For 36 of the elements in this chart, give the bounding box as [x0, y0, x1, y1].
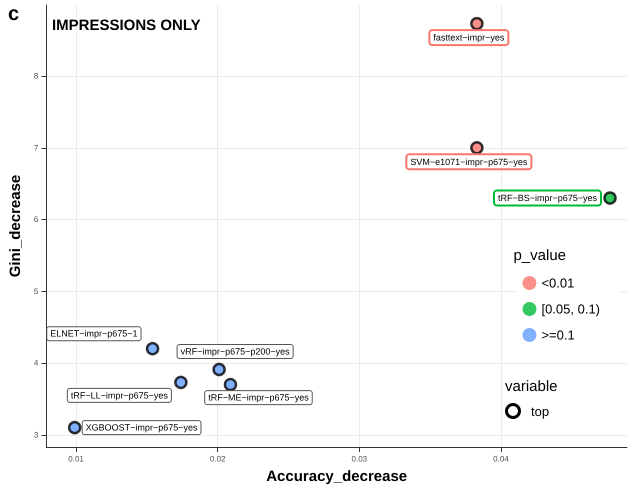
x-tick-label: 0.02	[210, 454, 226, 464]
legend-label: [0.05, 0.1)	[541, 302, 600, 316]
legend-title: p_value	[513, 247, 566, 264]
point	[603, 191, 617, 205]
legend-label: >=0.1	[541, 328, 575, 342]
annotation: top	[531, 404, 550, 418]
point	[212, 362, 226, 376]
text: c	[8, 3, 20, 25]
y-axis-title: Gini_decrease	[7, 174, 24, 278]
annotation: tRF−BS−impr−p675−yes	[498, 193, 598, 204]
legend-label: <0.01	[541, 276, 574, 290]
x-tick-label: 0.01	[68, 454, 84, 464]
annotation: vRF−impr−p675−p200−yes	[180, 346, 290, 357]
point	[174, 376, 188, 390]
text: IMPRESSIONS ONLY	[52, 17, 201, 34]
point	[470, 141, 484, 155]
y-tick-label: 3	[34, 430, 39, 440]
x-axis-title: Accuracy_decrease	[266, 468, 408, 485]
annotation: ELNET−impr−p675−1	[50, 328, 138, 339]
point	[470, 16, 484, 30]
y-tick-label: 4	[34, 358, 39, 368]
point	[146, 342, 160, 356]
annotation: variable	[505, 378, 559, 395]
point	[224, 378, 238, 392]
y-tick-label: 8	[34, 72, 39, 81]
y-tick-label: 7	[34, 143, 39, 152]
annotation: tRF−LL−impr−p675−yes	[70, 390, 168, 400]
annotation: tRF−ME−impr−p675−yes	[208, 392, 310, 403]
annotation: XGBOOST−impr−p675−yes	[86, 422, 198, 433]
x-tick-label: 0.03	[352, 454, 368, 464]
y-tick-label: 6	[34, 215, 39, 224]
x-tick-label: 0.04	[493, 454, 510, 464]
annotation: SVM−e1071−impr−p675−yes	[410, 156, 528, 167]
point	[68, 420, 82, 434]
annotation: fasttext−impr−yes	[433, 32, 505, 43]
y-tick-label: 5	[34, 286, 39, 296]
